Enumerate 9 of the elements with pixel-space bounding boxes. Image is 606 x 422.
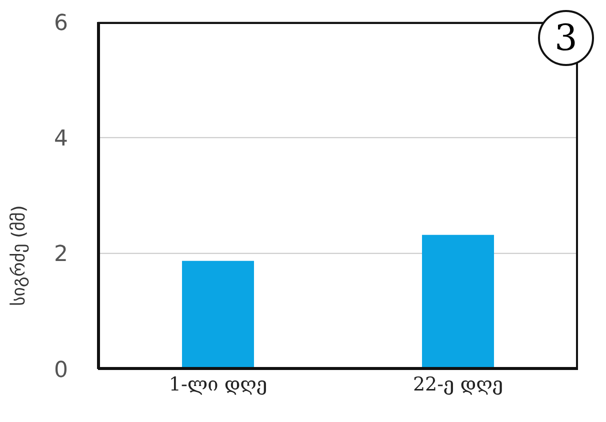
annotation: 3 bbox=[554, 18, 578, 58]
y-tick-label: 2 bbox=[54, 242, 68, 268]
y-tick-label: 6 bbox=[54, 10, 68, 36]
y-tick-label: 4 bbox=[54, 126, 68, 152]
y-axis-title: სიგრძე (მმ) bbox=[8, 205, 30, 306]
x-tick-label: 22-ე დღე bbox=[412, 373, 504, 396]
y-tick-label: 0 bbox=[54, 358, 68, 383]
x-tick-label: 1-ლი დღე bbox=[168, 373, 268, 396]
circle-badge: 3 bbox=[538, 10, 594, 66]
